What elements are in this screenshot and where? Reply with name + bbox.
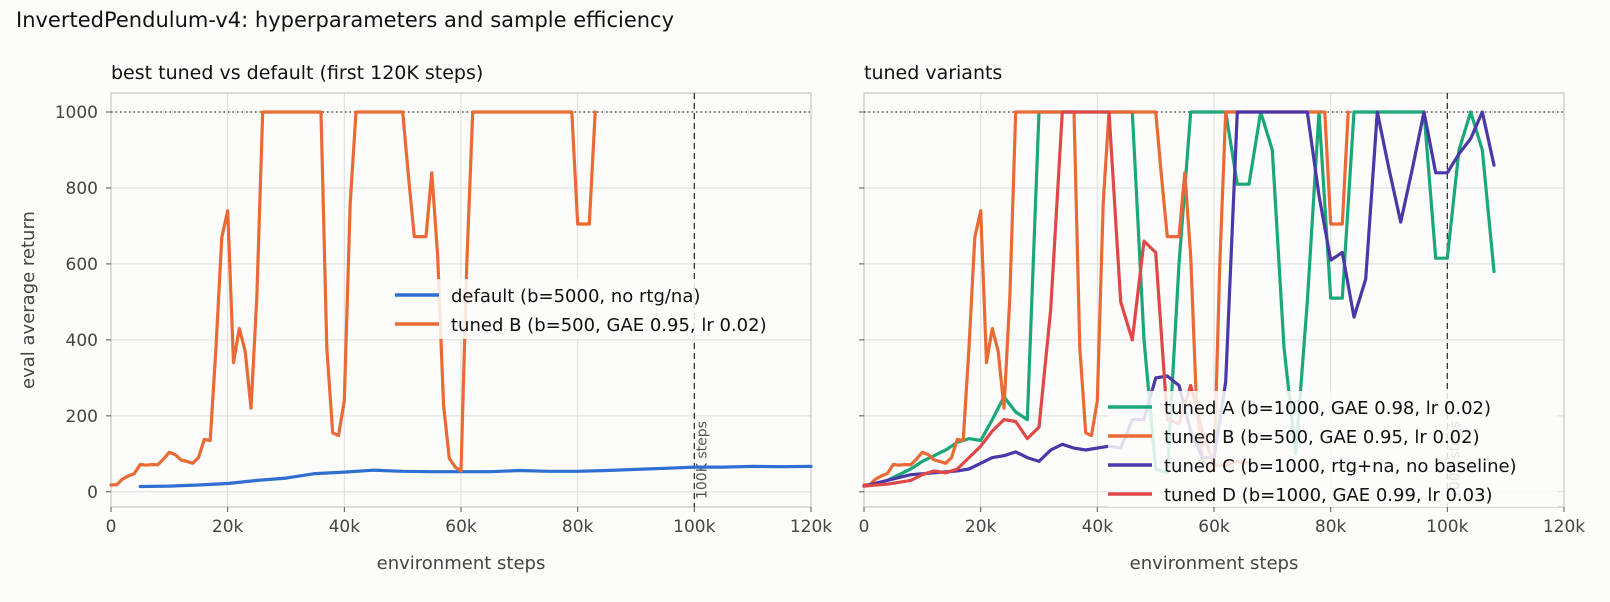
x-axis-label: environment steps xyxy=(1130,553,1299,574)
legend-label: tuned D (b=1000, GAE 0.99, lr 0.03) xyxy=(1164,485,1493,506)
panel-right: 0 20k 40k 60k 80k 100k 120k tuned variants envir… xyxy=(859,62,1586,574)
panel-title: best tuned vs default (first 120K steps) xyxy=(111,62,483,84)
panel-left: 0 20k 40k 60k 80k 100k 120k 0 200 400 600 800 1000 be… xyxy=(18,62,832,574)
legend: tuned A (b=1000, GAE 0.98, lr 0.02) tuned… xyxy=(1108,391,1558,507)
legend-label: tuned B (b=500, GAE 0.95, lr 0.02) xyxy=(1164,427,1480,448)
x-tick-label: 20k xyxy=(212,517,244,537)
legend-label: tuned A (b=1000, GAE 0.98, lr 0.02) xyxy=(1164,398,1491,419)
x-tick-label: 0 xyxy=(106,517,117,537)
y-tick-label: 400 xyxy=(66,331,98,351)
x-tick-label: 60k xyxy=(1198,517,1230,537)
y-tick-label: 600 xyxy=(66,255,98,275)
series-line-tuned-b xyxy=(109,110,597,487)
y-tick-label: 800 xyxy=(66,179,98,199)
legend-label: tuned B (b=500, GAE 0.95, lr 0.02) xyxy=(451,315,767,336)
series-line-tuned-a xyxy=(862,110,1496,488)
x-tick-label: 120k xyxy=(790,517,832,537)
legend: default (b=5000, no rtg/na) tuned B (b=50… xyxy=(395,279,800,339)
x-tick-label: 100k xyxy=(1426,517,1468,537)
series-line-default xyxy=(138,464,813,489)
series-group xyxy=(109,110,813,489)
x-tick-label: 80k xyxy=(1315,517,1347,537)
legend-label: default (b=5000, no rtg/na) xyxy=(451,286,700,307)
legend-label: tuned C (b=1000, rtg+na, no baseline) xyxy=(1164,456,1517,477)
legend-box xyxy=(1108,391,1558,507)
budget-line-label: 100K steps xyxy=(694,421,710,499)
x-tick-label: 40k xyxy=(1082,517,1114,537)
x-tick-label: 120k xyxy=(1543,517,1585,537)
y-tick-label: 1000 xyxy=(55,103,98,123)
x-tick-label: 80k xyxy=(562,517,594,537)
figure-title: InvertedPendulum-v4: hyperparameters and… xyxy=(16,8,675,32)
x-tick-label: 100k xyxy=(673,517,715,537)
x-tick-label: 40k xyxy=(329,517,361,537)
x-axis-label: environment steps xyxy=(377,553,546,574)
legend-box xyxy=(395,279,800,339)
x-tick-label: 0 xyxy=(859,517,870,537)
x-tick-label: 20k xyxy=(965,517,997,537)
panel-title: tuned variants xyxy=(864,62,1002,84)
y-tick-label: 0 xyxy=(87,483,98,503)
y-tick-label: 200 xyxy=(66,407,98,427)
y-axis-label: eval average return xyxy=(18,211,39,389)
x-tick-label: 60k xyxy=(445,517,477,537)
